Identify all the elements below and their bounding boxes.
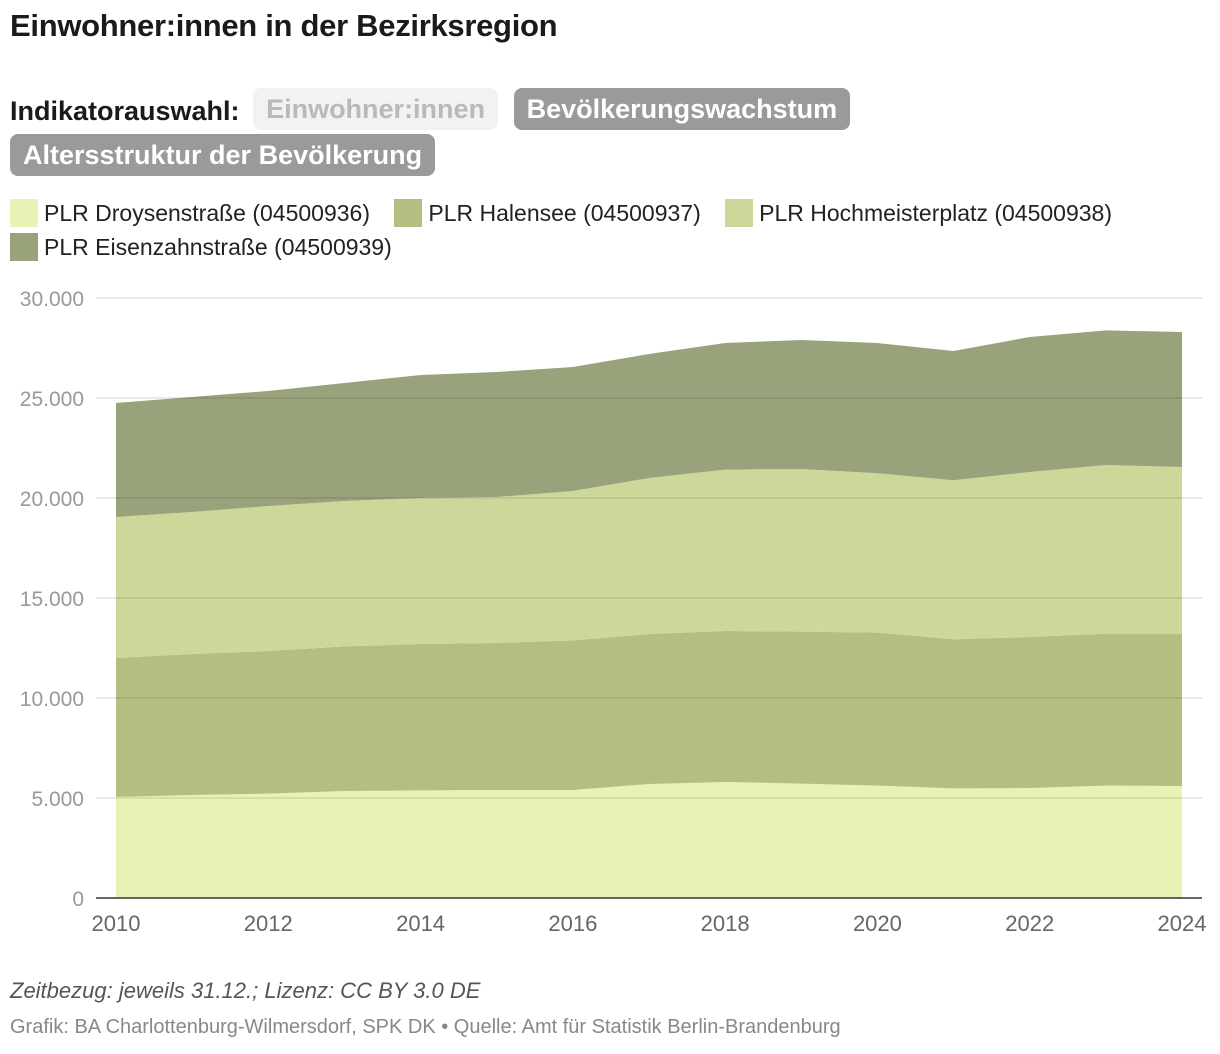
legend-item-hochmeisterplatz[interactable]: PLR Hochmeisterplatz (04500938)	[725, 196, 1112, 230]
x-tick-label: 2018	[701, 911, 750, 936]
x-tick-label: 2024	[1158, 911, 1207, 936]
x-tick-label: 2020	[853, 911, 902, 936]
legend-swatch	[725, 199, 754, 227]
area-series-2	[116, 465, 1182, 658]
legend-swatch	[10, 199, 38, 227]
x-tick-label: 2010	[92, 911, 141, 936]
y-tick-label: 30.000	[20, 288, 84, 311]
legend-swatch	[394, 199, 423, 227]
legend-item-halensee[interactable]: PLR Halensee (04500937)	[394, 196, 701, 230]
area-series-3	[116, 330, 1182, 517]
legend-label: PLR Droysenstraße (04500936)	[44, 200, 370, 226]
y-tick-label: 10.000	[20, 688, 84, 711]
stacked-area-chart: 0 5.000 10.000 15.000 20.000 25.000 30.000 2010…	[20, 288, 1207, 936]
indicator-button-einwohner[interactable]: Einwohner:innen	[253, 88, 499, 130]
x-tick-label: 2014	[396, 911, 445, 936]
legend-label: PLR Hochmeisterplatz (04500938)	[759, 200, 1112, 226]
legend-label: PLR Eisenzahnstraße (04500939)	[44, 234, 392, 260]
area-series-0	[116, 782, 1182, 898]
y-tick-label: 5.000	[31, 788, 84, 811]
indicator-button-altersstruktur[interactable]: Altersstruktur der Bevölkerung	[10, 134, 436, 176]
legend-item-eisenzahnstrasse[interactable]: PLR Eisenzahnstraße (04500939)	[10, 230, 392, 264]
footer-source: Grafik: BA Charlottenburg-Wilmersdorf, S…	[10, 1016, 841, 1038]
footer-note: Zeitbezug: jeweils 31.12.; Lizenz: CC BY…	[10, 978, 481, 1003]
area-series-1	[116, 631, 1182, 797]
x-tick-label: 2012	[244, 911, 293, 936]
chart-legend: PLR Droysenstraße (04500936) PLR Halense…	[10, 196, 1210, 264]
legend-item-droysenstrasse[interactable]: PLR Droysenstraße (04500936)	[10, 196, 370, 230]
y-tick-label: 20.000	[20, 488, 84, 511]
indicator-selector: Indikatorauswahl: Einwohner:innen Bevölk…	[10, 88, 1080, 180]
legend-swatch	[10, 233, 38, 261]
y-tick-label: 0	[72, 888, 84, 911]
page-title: Einwohner:innen in der Bezirksregion	[10, 8, 558, 43]
y-tick-label: 15.000	[20, 588, 84, 611]
legend-label: PLR Halensee (04500937)	[428, 200, 701, 226]
x-tick-label: 2022	[1005, 911, 1054, 936]
indicator-button-wachstum[interactable]: Bevölkerungswachstum	[513, 88, 851, 130]
x-tick-label: 2016	[548, 911, 597, 936]
y-tick-label: 25.000	[20, 388, 84, 411]
indicator-label: Indikatorauswahl:	[10, 96, 240, 126]
